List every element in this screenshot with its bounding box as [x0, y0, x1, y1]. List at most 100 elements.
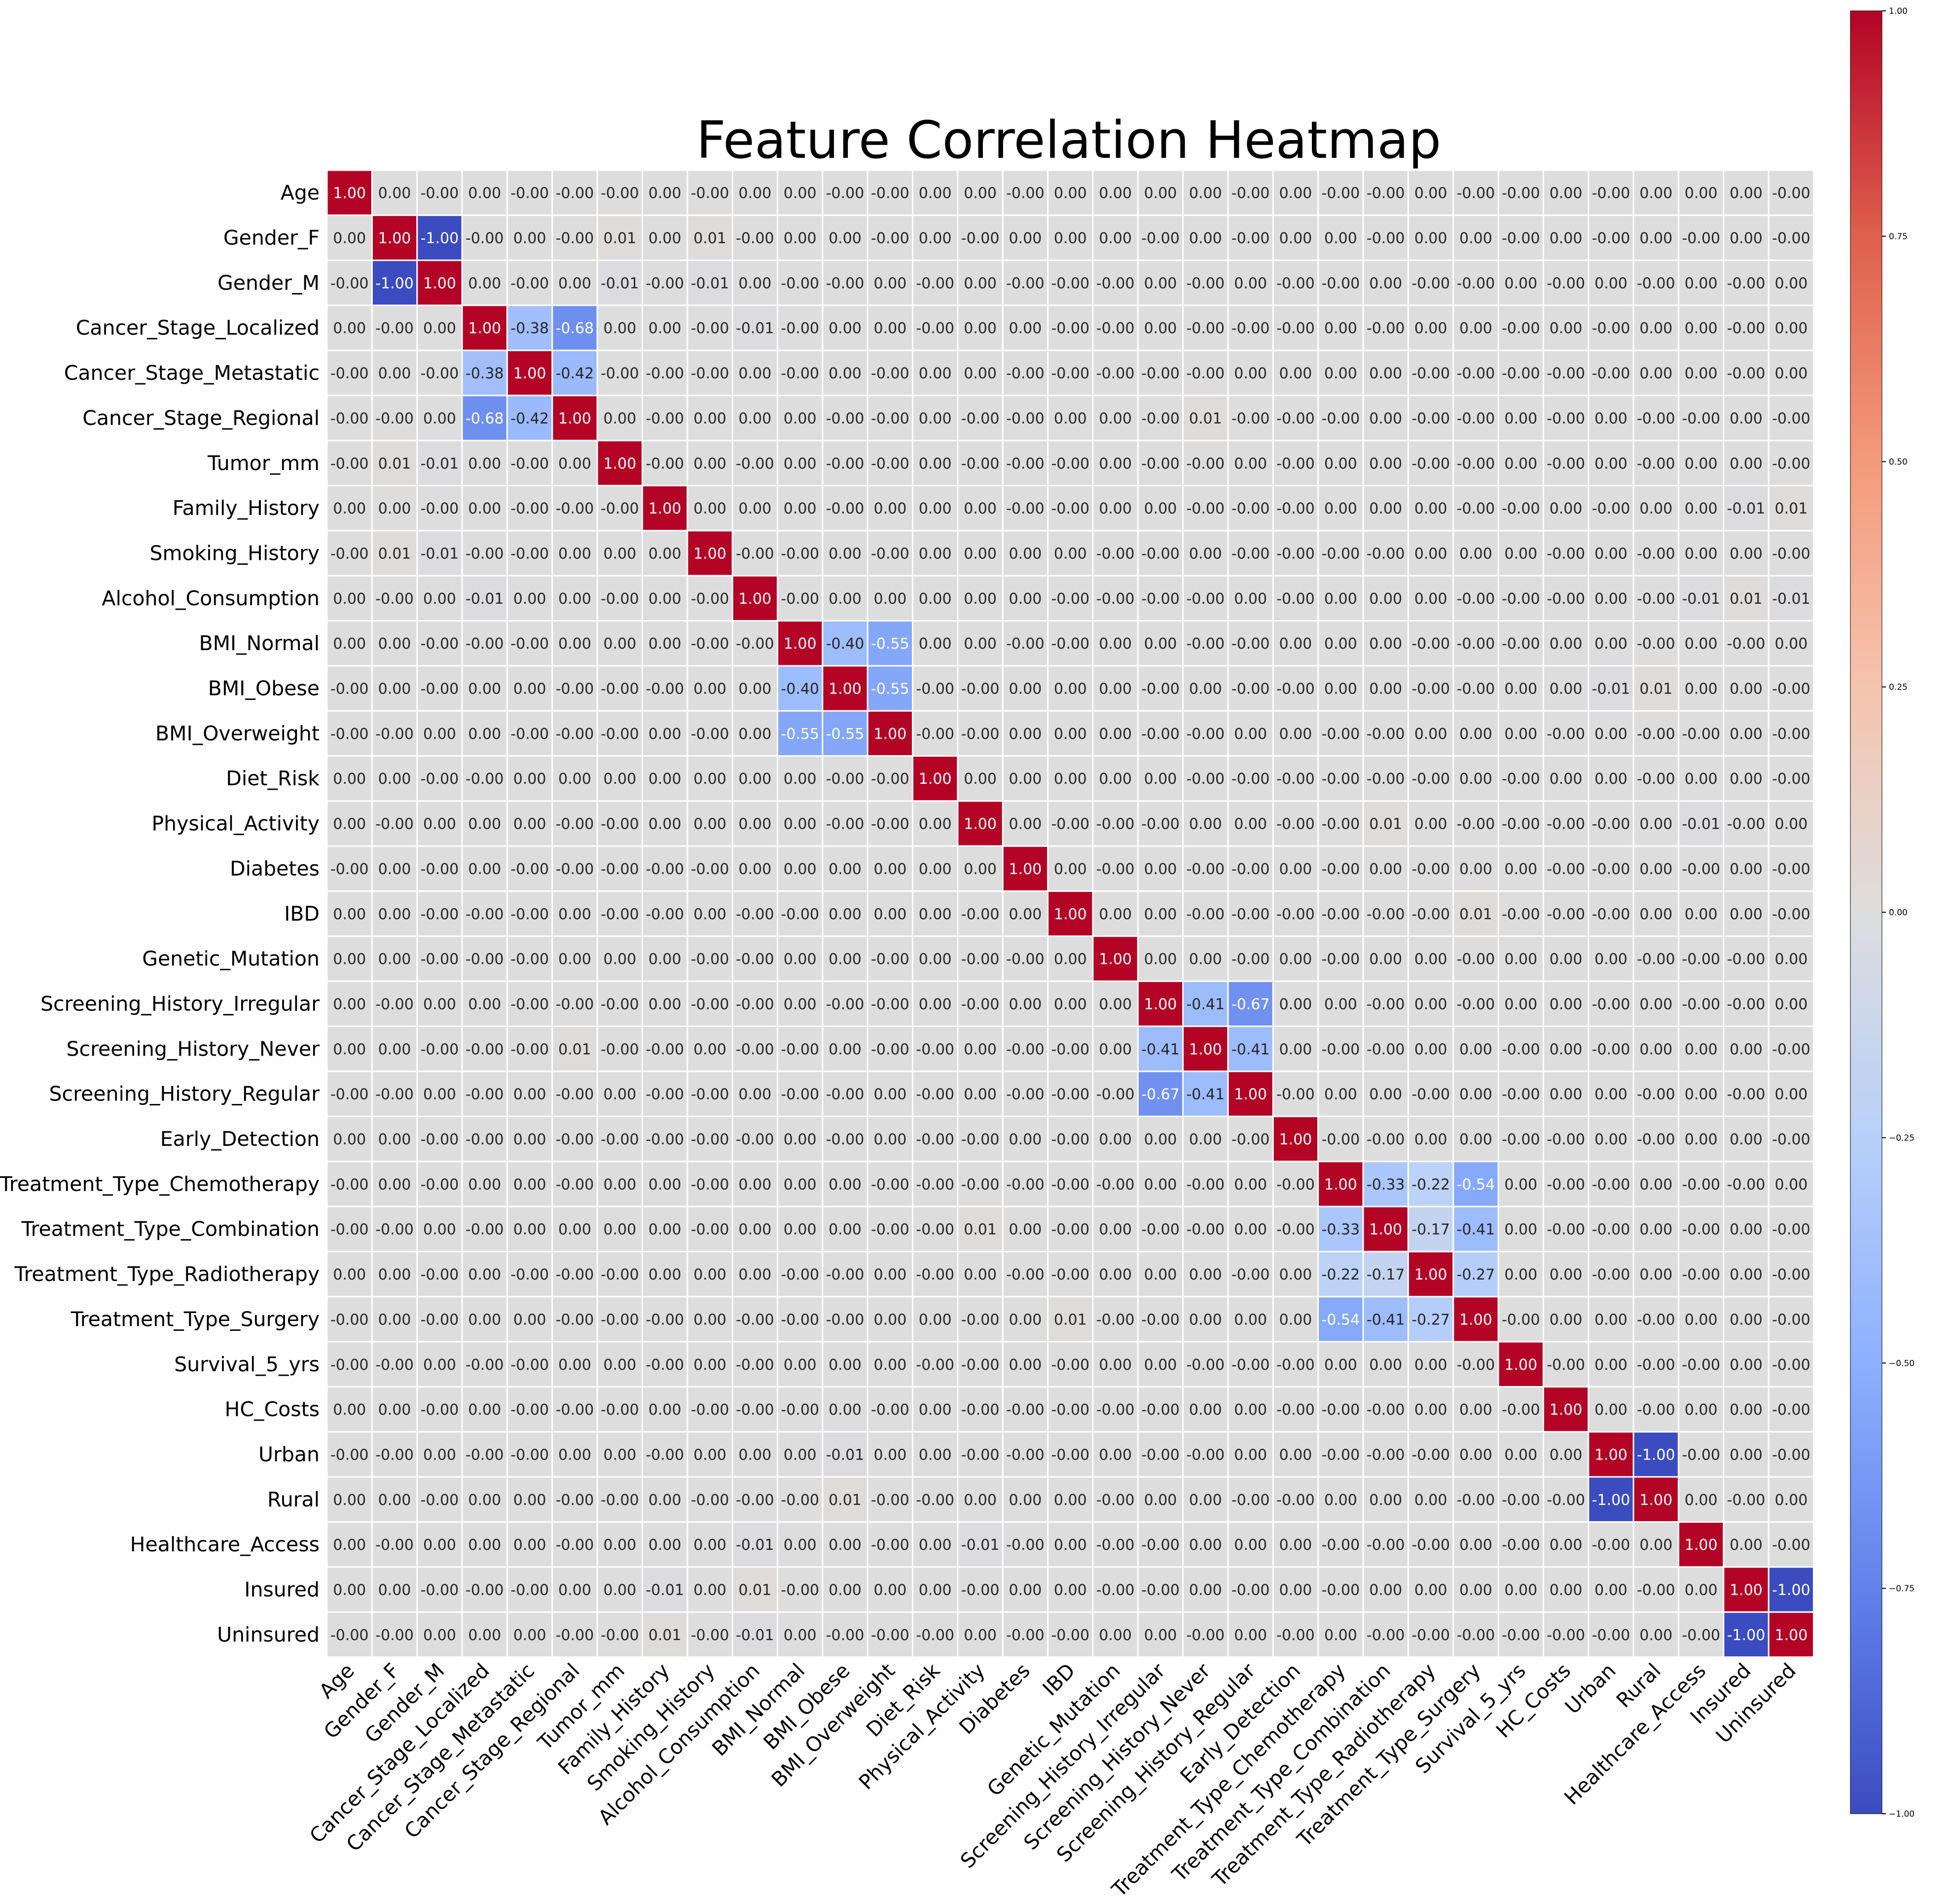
cell-value-label: 0.00: [423, 1221, 456, 1239]
cell-value-label: -0.00: [1276, 816, 1315, 833]
heatmap-cell: [1769, 261, 1813, 305]
cell-value-label: -0.41: [1186, 996, 1225, 1013]
heatmap-cell: [1229, 171, 1272, 215]
cell-value-label: 0.00: [1550, 1086, 1583, 1103]
cell-value-label: 0.00: [378, 500, 411, 517]
heatmap-cell: [868, 892, 912, 936]
heatmap-cell: [1138, 576, 1183, 620]
heatmap-cell: [1138, 531, 1183, 575]
cell-value-label: -0.00: [510, 1447, 549, 1464]
cell-value-label: -0.01: [736, 1627, 774, 1644]
cell-value-label: -0.00: [1772, 1266, 1810, 1283]
heatmap-cell: [1454, 486, 1498, 530]
heatmap-cell: [507, 171, 552, 215]
heatmap-cell: [823, 937, 867, 981]
heatmap-cell: [688, 1072, 732, 1116]
heatmap-cell: [1319, 261, 1363, 305]
cell-value-label: -0.00: [916, 726, 954, 743]
heatmap-cell: [1229, 441, 1272, 485]
cell-value-label: -0.00: [1411, 275, 1450, 292]
cell-value-label: 0.00: [964, 1492, 997, 1509]
cell-value-label: -0.00: [1547, 1176, 1585, 1193]
heatmap-cell: [1634, 261, 1678, 305]
heatmap-cell: [1093, 441, 1137, 485]
heatmap-cells: 1.00 0.00 -0.00 0.00 -0.00 -0.00 -0.00 0.00 -0.0…: [327, 171, 1813, 1656]
cell-value-label: -0.00: [961, 1401, 1000, 1419]
heatmap-cell: [1499, 1117, 1543, 1161]
heatmap-cell: [1409, 441, 1453, 485]
cell-value-label: -0.68: [466, 410, 504, 427]
cell-value-label: -0.00: [871, 1401, 909, 1419]
heatmap-cell: [1544, 846, 1588, 891]
cell-value-label: -0.00: [1727, 275, 1766, 292]
heatmap-cell: [958, 1072, 1002, 1116]
cell-value-label: 0.00: [1504, 861, 1537, 878]
cell-value-label: 0.00: [378, 1582, 411, 1599]
heatmap-cell: [418, 1117, 462, 1161]
cell-value-label: -0.00: [1547, 1492, 1585, 1509]
heatmap-cell: [598, 306, 642, 350]
cell-value-label: 0.00: [1414, 230, 1447, 247]
heatmap-cell: [1319, 846, 1363, 891]
heatmap-cell: [418, 846, 462, 891]
cell-value-label: 0.00: [1459, 1537, 1492, 1554]
cell-value-label: 0.00: [1685, 1131, 1718, 1148]
cell-value-label: -0.00: [330, 455, 369, 473]
cell-value-label: -0.00: [781, 1086, 819, 1103]
cell-value-label: -0.00: [1411, 1627, 1450, 1644]
heatmap-cell: [1769, 757, 1813, 801]
heatmap-cell: [1589, 892, 1633, 936]
cell-value-label: 0.00: [649, 1401, 682, 1419]
cell-value-label: 0.00: [1099, 230, 1132, 247]
heatmap-cell: [643, 1027, 687, 1071]
heatmap-cell: [1364, 396, 1408, 440]
cell-value-label: 0.00: [1775, 951, 1808, 968]
cell-value-label: -0.00: [1096, 1582, 1135, 1599]
cell-value-label: -0.00: [1186, 1221, 1225, 1239]
cell-value-label: 0.00: [1234, 1221, 1267, 1239]
cell-value-label: -0.00: [871, 546, 909, 563]
heatmap-cell: [868, 982, 912, 1026]
heatmap-cell: [643, 1117, 687, 1161]
heatmap-cell: [463, 937, 506, 981]
cell-value-label: 0.00: [1550, 996, 1583, 1013]
cell-value-label: 0.00: [1324, 635, 1357, 653]
cell-value-label: -0.00: [1727, 951, 1766, 968]
cell-value-label: 0.00: [333, 1266, 366, 1283]
heatmap-cell: [1319, 892, 1363, 936]
cell-value-label: -0.00: [1051, 455, 1089, 473]
heatmap-cell: [553, 486, 597, 530]
cell-value-label: 0.00: [1775, 816, 1808, 833]
heatmap-cell: [1769, 1027, 1813, 1071]
heatmap-cell: [1003, 306, 1048, 350]
cell-value-label: 0.00: [649, 951, 682, 968]
cell-value-label: -0.00: [1096, 1401, 1135, 1419]
cell-value-label: -0.00: [1637, 770, 1675, 788]
cell-value-label: -0.00: [1276, 275, 1315, 292]
cell-value-label: -0.00: [1186, 1447, 1225, 1464]
heatmap-cell: [1409, 846, 1453, 891]
heatmap-cell: [1229, 1072, 1272, 1116]
cell-value-label: 0.00: [378, 861, 411, 878]
cell-value-label: 0.00: [1234, 1176, 1267, 1193]
cell-value-label: -0.00: [1772, 455, 1810, 473]
cell-value-label: -0.00: [1322, 861, 1360, 878]
heatmap-cell: [1138, 622, 1183, 665]
cell-value-label: -0.00: [375, 726, 414, 743]
row-label: Screening_History_Never: [67, 1037, 320, 1061]
cell-value-label: 0.00: [919, 951, 952, 968]
cell-value-label: -0.00: [601, 185, 639, 202]
cell-value-label: 0.00: [1550, 951, 1583, 968]
cell-value-label: -0.00: [1051, 1627, 1089, 1644]
cell-value-label: 0.00: [423, 726, 456, 743]
heatmap-cell: [1003, 1072, 1048, 1116]
heatmap-cell: [1409, 531, 1453, 575]
cell-value-label: 0.00: [468, 726, 501, 743]
cell-value-label: 1.00: [649, 500, 682, 517]
cell-value-label: 0.00: [1639, 185, 1672, 202]
heatmap-cell: [1634, 351, 1678, 395]
cell-value-label: 0.00: [1144, 1176, 1177, 1193]
cell-value-label: 0.00: [1730, 906, 1763, 923]
cell-value-label: 0.00: [1775, 320, 1808, 337]
heatmap-cell: [1724, 1072, 1768, 1116]
